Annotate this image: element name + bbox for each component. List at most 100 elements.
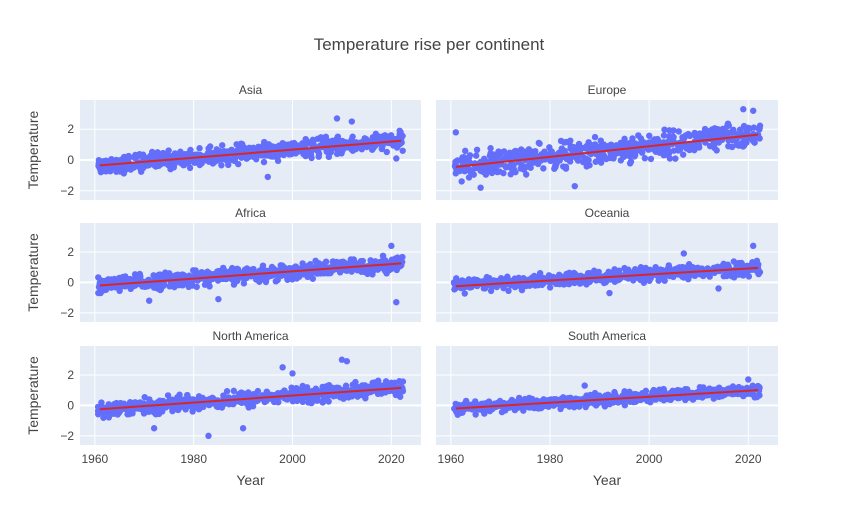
data-point	[343, 358, 351, 365]
data-point	[465, 154, 473, 161]
data-point	[369, 271, 376, 278]
y-tick-label: 0	[67, 153, 74, 167]
data-point	[233, 265, 241, 273]
data-point	[472, 152, 480, 159]
data-point	[320, 397, 327, 404]
data-point	[480, 164, 487, 171]
panel-oceania: Oceania	[436, 206, 778, 322]
trend-line	[99, 139, 402, 167]
data-point	[253, 156, 260, 163]
data-point	[750, 124, 758, 131]
data-point	[307, 260, 314, 268]
data-point	[599, 151, 607, 158]
data-point	[523, 171, 530, 178]
data-point	[279, 364, 286, 371]
data-point	[282, 142, 289, 150]
x-tick-label: 1980	[180, 452, 207, 466]
data-point	[680, 250, 688, 257]
x-axis-label: Year	[236, 472, 265, 488]
data-point	[264, 173, 271, 181]
data-point	[302, 135, 309, 143]
data-point	[660, 132, 668, 139]
data-point	[322, 133, 330, 141]
data-point	[100, 414, 107, 421]
data-point	[180, 403, 187, 410]
panel-africa: Africa −2 0 2 Temperature	[25, 206, 421, 322]
data-point	[333, 115, 341, 122]
data-point	[154, 398, 161, 406]
trend-line	[99, 262, 402, 287]
data-point	[669, 133, 676, 140]
data-point	[307, 149, 315, 156]
data-point	[461, 290, 468, 297]
data-point	[485, 274, 493, 282]
data-point	[272, 278, 280, 285]
data-point	[480, 169, 488, 176]
data-point	[755, 126, 763, 133]
data-point	[627, 158, 635, 165]
data-point	[289, 370, 296, 377]
data-point	[555, 271, 563, 279]
data-point	[745, 376, 752, 383]
data-point	[139, 151, 147, 158]
data-point	[309, 136, 317, 144]
data-point	[661, 126, 668, 133]
data-point	[714, 132, 721, 140]
data-point	[487, 145, 494, 152]
x-tick-label: 2020	[735, 452, 762, 466]
data-point	[322, 258, 330, 265]
data-point	[352, 378, 359, 386]
data-point	[756, 392, 763, 399]
data-point	[234, 277, 241, 284]
data-point	[706, 273, 713, 280]
data-point	[495, 149, 503, 157]
y-axis-label: Temperature	[25, 110, 41, 189]
panel-asia: Asia −2 0 2 Temperature	[25, 83, 421, 200]
data-point	[396, 377, 403, 385]
data-point	[169, 404, 177, 412]
data-point	[178, 271, 186, 278]
data-point	[486, 407, 494, 415]
data-point	[383, 148, 390, 156]
data-point	[107, 167, 114, 175]
data-point	[254, 387, 262, 395]
data-point	[260, 158, 268, 166]
data-point	[397, 131, 405, 139]
data-point	[532, 151, 539, 158]
data-point	[393, 299, 400, 306]
data-point	[215, 295, 222, 303]
data-point	[665, 263, 672, 271]
data-point	[120, 170, 128, 177]
data-point	[399, 253, 406, 261]
data-point	[249, 403, 257, 410]
data-point	[614, 277, 621, 284]
y-tick-label: −2	[60, 306, 74, 320]
data-point	[634, 268, 642, 275]
data-point	[724, 386, 731, 393]
trend-line	[99, 386, 402, 411]
chart-title: Temperature rise per continent	[314, 35, 545, 54]
data-point	[555, 157, 562, 164]
data-point	[95, 274, 102, 281]
data-point	[338, 392, 345, 400]
data-point	[527, 164, 534, 171]
data-point	[219, 142, 226, 149]
y-axis-label: Temperature	[25, 356, 41, 435]
data-point	[753, 257, 761, 265]
data-point	[473, 146, 481, 154]
data-point	[754, 383, 762, 390]
data-point	[238, 140, 246, 148]
data-point	[267, 153, 275, 160]
data-point	[148, 148, 156, 156]
data-point	[325, 398, 332, 405]
data-point	[323, 383, 330, 390]
subplot-title: Asia	[239, 83, 263, 97]
data-point	[683, 145, 691, 152]
data-point	[728, 273, 735, 280]
data-point	[520, 274, 527, 282]
panels: Asia −2 0 2 Temperature Europe Africa −2 0 2 Tempe…	[25, 83, 778, 488]
data-point	[274, 157, 282, 165]
data-point	[309, 275, 317, 282]
x-tick-label: 2020	[378, 452, 405, 466]
